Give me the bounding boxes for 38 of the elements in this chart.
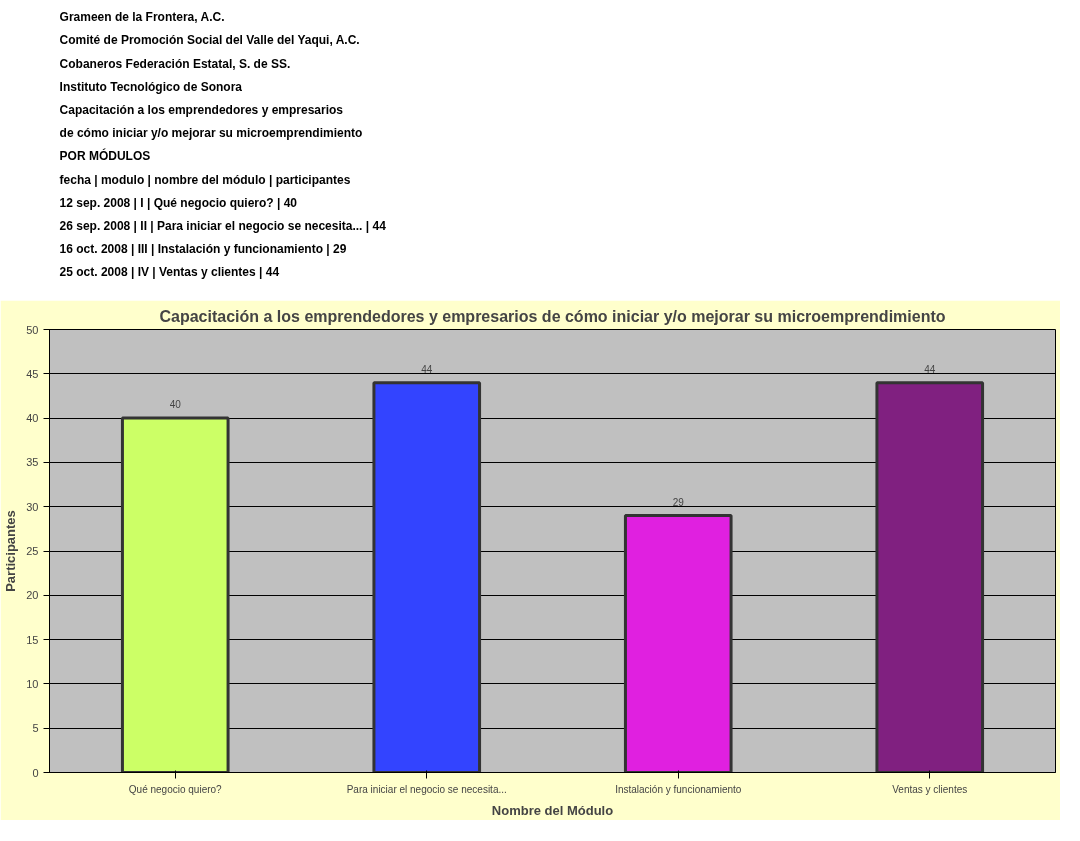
text: fecha | modulo | nombre del módulo | participantes (59, 172, 351, 187)
text: POR MÓDULOS (59, 148, 151, 164)
y-tick-label: 50 (26, 323, 39, 336)
text: Comité de Promoción Social del Valle del Yaqui, A.C. (59, 33, 360, 48)
x-tick-label: Qué negocio quiero? (128, 783, 223, 795)
x-tick-label: Instalación y funcionamiento (615, 783, 742, 795)
y-tick-label: 20 (26, 589, 39, 602)
text: Grameen de la Frontera, A.C. (59, 10, 225, 25)
bar (623, 514, 733, 773)
x-tick-label: Para iniciar el negocio se necesita... (346, 783, 507, 795)
y-tick-label: 0 (32, 766, 39, 779)
bar (120, 416, 230, 773)
data-label: 40 (169, 399, 182, 411)
x-axis-title: Nombre del Módulo (491, 802, 614, 818)
chart-title: Capacitación a los emprendedores y empresarios de cómo iniciar y/o mejorar su microemprendimiento (159, 307, 946, 325)
y-tick-label: 30 (26, 500, 39, 513)
text: 12 sep. 2008 | I | Qué negocio quiero? | 40 (59, 195, 298, 210)
y-tick-label: 10 (26, 677, 39, 690)
text: Instituto Tecnológico de Sonora (59, 79, 243, 94)
x-tick-label: Ventas y clientes (892, 783, 968, 795)
bar (372, 381, 482, 773)
text: Capacitación a los emprendedores y empresarios (59, 102, 344, 117)
data-label: 44 (421, 363, 433, 375)
data-label: 29 (672, 496, 685, 508)
text: Cobaneros Federación Estatal, S. de SS. (59, 56, 291, 71)
y-tick-label: 15 (26, 633, 39, 646)
bar (875, 381, 985, 773)
data-label: 44 (924, 363, 936, 375)
y-tick-label: 45 (26, 367, 39, 380)
text: de cómo iniciar y/o mejorar su microemprendimiento (59, 126, 363, 141)
y-tick-label: 25 (26, 545, 39, 557)
y-tick-label: 35 (26, 456, 39, 469)
text: 26 sep. 2008 | II | Para iniciar el negocio se necesita... | 44 (59, 218, 387, 233)
text: 25 oct. 2008 | IV | Ventas y clientes | 44 (59, 265, 280, 280)
y-axis-title: Participantes (3, 510, 19, 592)
y-tick-label: 40 (26, 412, 39, 425)
text: 16 oct. 2008 | III | Instalación y funcionamiento | 29 (59, 242, 347, 257)
y-tick-label: 5 (32, 722, 39, 735)
